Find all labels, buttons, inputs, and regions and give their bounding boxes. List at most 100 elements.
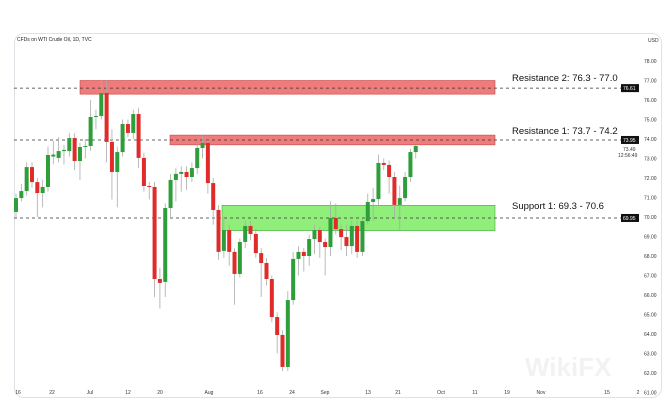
- candle-body: [333, 217, 338, 230]
- candle-body: [312, 230, 317, 240]
- candle-body: [397, 198, 402, 205]
- candle-body: [232, 251, 237, 274]
- zone-label: Resistance 2: 76.3 - 77.0: [512, 73, 618, 85]
- x-tick-label: 16: [15, 390, 21, 396]
- x-tick-label: 12: [125, 390, 131, 396]
- candle-body: [307, 239, 312, 256]
- price-marker-label: 73.95: [623, 138, 636, 144]
- candle-body: [200, 142, 205, 148]
- candle-body: [115, 152, 120, 172]
- y-tick-label: 68.00: [644, 254, 657, 260]
- zone-label: Resistance 1: 73.7 - 74.2: [512, 125, 618, 137]
- y-tick-label: 72.00: [644, 176, 657, 182]
- candle-body: [317, 230, 322, 242]
- candle-body: [301, 251, 306, 256]
- candle-body: [344, 237, 349, 247]
- candle-body: [61, 149, 66, 152]
- candle-body: [221, 230, 226, 251]
- x-tick-label: 20: [157, 390, 163, 396]
- x-tick-label: Sep: [321, 390, 330, 396]
- candle-body: [184, 171, 189, 178]
- candle-body: [259, 253, 264, 264]
- y-tick-label: 78.00: [644, 59, 657, 65]
- x-tick-label: 24: [289, 390, 295, 396]
- candle-body: [56, 151, 61, 158]
- candle-body: [349, 225, 354, 247]
- candle-body: [381, 162, 386, 165]
- y-tick-label: 64.00: [644, 332, 657, 338]
- candle-body: [29, 167, 34, 183]
- candle-body: [248, 225, 253, 234]
- candle-body: [152, 186, 157, 280]
- price-marker-label: 76.61: [623, 86, 636, 92]
- candle-body: [408, 152, 413, 178]
- candle-body: [19, 191, 24, 199]
- x-tick-label: Nov: [537, 390, 546, 396]
- zone-box: [79, 80, 496, 95]
- y-tick-label: 66.00: [644, 293, 657, 299]
- x-tick-label: 22: [49, 390, 55, 396]
- candle-body: [40, 186, 45, 194]
- currency-label: USD: [648, 38, 659, 44]
- candle-body: [355, 225, 360, 252]
- candle-body: [109, 141, 114, 172]
- price-marker-bg: [621, 84, 639, 93]
- x-tick-label: 11: [472, 390, 477, 396]
- candle-body: [45, 154, 50, 187]
- candle-body: [237, 241, 242, 274]
- candle-body: [131, 114, 136, 133]
- candle-body: [88, 116, 93, 147]
- x-tick-label: 19: [504, 390, 510, 396]
- y-tick-label: 62.00: [644, 371, 657, 377]
- candle-body: [99, 92, 104, 116]
- y-tick-label: 69.00: [644, 235, 657, 241]
- candle-body: [157, 279, 162, 283]
- y-tick-label: 73.00: [644, 157, 657, 163]
- candle-body: [291, 258, 296, 301]
- watermark-logo: WikiFX: [525, 352, 612, 382]
- price-marker-bg: [621, 135, 639, 144]
- y-tick-label: 61.00: [644, 391, 657, 397]
- candle-body: [77, 146, 82, 162]
- chart-title: CFDs on WTI Crude Oil, 1D, TVC: [17, 37, 92, 43]
- candle-body: [173, 173, 178, 180]
- candle-body: [365, 201, 370, 222]
- price-marker-bg: [621, 213, 639, 222]
- y-tick-label: 71.00: [644, 196, 657, 202]
- y-tick-label: 63.00: [644, 352, 657, 358]
- candle-body: [189, 168, 194, 178]
- y-tick-label: 75.00: [644, 118, 657, 124]
- x-tick-label: 2: [637, 390, 640, 396]
- candle-body: [227, 230, 232, 252]
- y-tick-label: 67.00: [644, 274, 657, 280]
- candle-body: [67, 138, 72, 152]
- last-price-label: 73.49: [623, 147, 636, 153]
- candle-body: [136, 114, 141, 158]
- y-tick-label: 76.00: [644, 98, 657, 104]
- candle-body: [51, 154, 56, 157]
- candle-body: [205, 142, 210, 184]
- zone-label: Support 1: 69.3 - 70.6: [512, 201, 604, 213]
- candle-body: [125, 123, 130, 133]
- candle-body: [147, 185, 152, 187]
- candle-body: [296, 251, 301, 259]
- countdown-label: 12:56:49: [618, 153, 638, 159]
- candle-body: [104, 92, 109, 142]
- candle-body: [243, 225, 248, 242]
- candle-body: [83, 146, 88, 148]
- candle-body: [179, 171, 184, 174]
- candle-body: [360, 221, 365, 252]
- candle-body: [280, 334, 285, 367]
- candle-body: [376, 162, 381, 200]
- candle-body: [163, 208, 168, 282]
- candle-body: [216, 209, 221, 252]
- candle-body: [371, 199, 376, 202]
- x-tick-label: 21: [395, 390, 401, 396]
- x-tick-label: Jul: [87, 390, 93, 396]
- candle-body: [264, 263, 269, 280]
- x-tick-label: 16: [257, 390, 263, 396]
- candle-body: [339, 229, 344, 238]
- x-tick-label: Aug: [205, 390, 214, 396]
- candle-body: [14, 198, 18, 212]
